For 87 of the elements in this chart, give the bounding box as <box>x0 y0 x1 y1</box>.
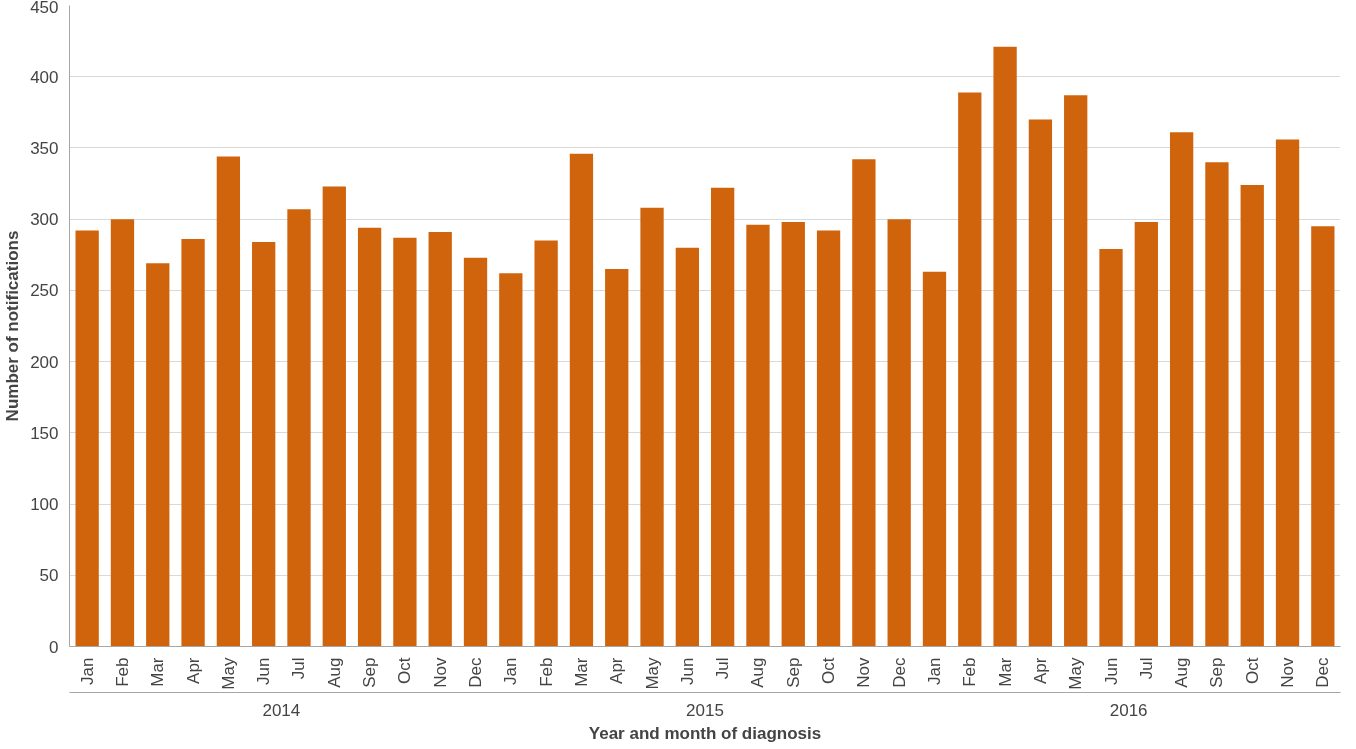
bar <box>428 231 452 647</box>
bar <box>675 247 699 647</box>
x-tick-label: Oct <box>819 657 839 684</box>
x-tick-label: Jun <box>254 657 274 685</box>
y-tick-label: 200 <box>30 352 59 372</box>
x-tick-label: Jan <box>77 657 97 685</box>
x-tick-label: May <box>218 657 238 690</box>
x-axis-title: Year and month of diagnosis <box>588 723 822 743</box>
y-tick-label: 300 <box>30 210 59 230</box>
x-tick-label: Jul <box>713 657 733 680</box>
x-tick-label: Jan <box>924 657 944 685</box>
x-tick-label: Sep <box>783 657 803 688</box>
bar <box>993 46 1017 647</box>
bar <box>534 240 558 647</box>
bar <box>1240 184 1264 647</box>
x-tick-label: Mar <box>571 657 591 687</box>
x-tick-label: Jul <box>289 657 309 680</box>
text: 2016 <box>1109 700 1148 720</box>
x-tick-label: Aug <box>1172 657 1192 688</box>
bar <box>499 273 523 647</box>
x-tick-label: Jun <box>1101 657 1121 685</box>
text: 2014 <box>262 700 301 720</box>
x-tick-label: May <box>1066 657 1086 690</box>
y-tick-label: 0 <box>49 637 59 657</box>
x-tick-label: Jun <box>677 657 697 685</box>
y-tick-label: 50 <box>39 566 59 586</box>
x-tick-label: Feb <box>112 657 132 687</box>
bar <box>252 241 276 647</box>
y-tick-label: 250 <box>30 281 59 301</box>
bar <box>1205 162 1229 647</box>
x-tick-label: Nov <box>1278 657 1298 688</box>
bar <box>146 263 170 647</box>
bar <box>1064 95 1088 647</box>
x-tick-label: Jan <box>501 657 521 685</box>
bar <box>216 156 241 647</box>
bar <box>393 237 417 647</box>
bar <box>75 230 99 647</box>
x-tick-label: Feb <box>536 657 556 687</box>
bar <box>887 219 911 647</box>
x-tick-label: Dec <box>889 657 909 688</box>
x-tick-label: Mar <box>995 657 1015 687</box>
x-tick-label: Aug <box>748 657 768 688</box>
bar <box>1169 132 1194 647</box>
bar <box>1311 226 1335 647</box>
bar <box>922 271 947 647</box>
bar <box>181 239 205 647</box>
bar <box>640 207 664 647</box>
bar <box>852 159 876 647</box>
bar <box>711 187 735 647</box>
x-tick-label: Oct <box>1242 657 1262 684</box>
x-tick-label: Sep <box>360 657 380 688</box>
bar <box>1134 222 1158 647</box>
x-tick-label: Feb <box>960 657 980 687</box>
x-tick-label: Aug <box>324 657 344 688</box>
x-tick-label: Nov <box>430 657 450 688</box>
x-tick-label: Apr <box>183 657 203 684</box>
bar <box>781 222 805 647</box>
y-tick-label: 450 <box>30 0 59 17</box>
x-tick-label: Oct <box>395 657 415 684</box>
bar <box>110 219 135 647</box>
bar <box>357 227 382 647</box>
x-tick-label: Apr <box>1030 657 1050 684</box>
bar <box>605 269 629 647</box>
x-tick-label: Mar <box>148 657 168 687</box>
x-tick-label: Nov <box>854 657 874 688</box>
bar <box>322 186 346 647</box>
x-tick-label: Jul <box>1136 657 1156 680</box>
y-tick-label: 350 <box>30 138 59 158</box>
x-tick-label: May <box>642 657 662 690</box>
text: 2015 <box>686 700 724 720</box>
bar <box>816 230 841 647</box>
x-tick-label: Dec <box>466 657 486 688</box>
bar <box>463 257 488 647</box>
x-tick-label: Apr <box>607 657 627 684</box>
bar <box>1099 249 1123 647</box>
bar <box>1028 119 1053 647</box>
bar <box>287 209 311 647</box>
x-tick-label: Dec <box>1313 657 1333 688</box>
x-tick-label: Sep <box>1207 657 1227 688</box>
y-tick-label: 400 <box>30 67 59 87</box>
bar <box>958 92 982 647</box>
y-tick-label: 150 <box>30 423 59 443</box>
y-axis-title: Number of notifications <box>3 230 23 422</box>
bar <box>569 153 594 647</box>
bar <box>746 224 770 647</box>
bar <box>1275 139 1300 647</box>
y-tick-label: 100 <box>30 495 59 515</box>
